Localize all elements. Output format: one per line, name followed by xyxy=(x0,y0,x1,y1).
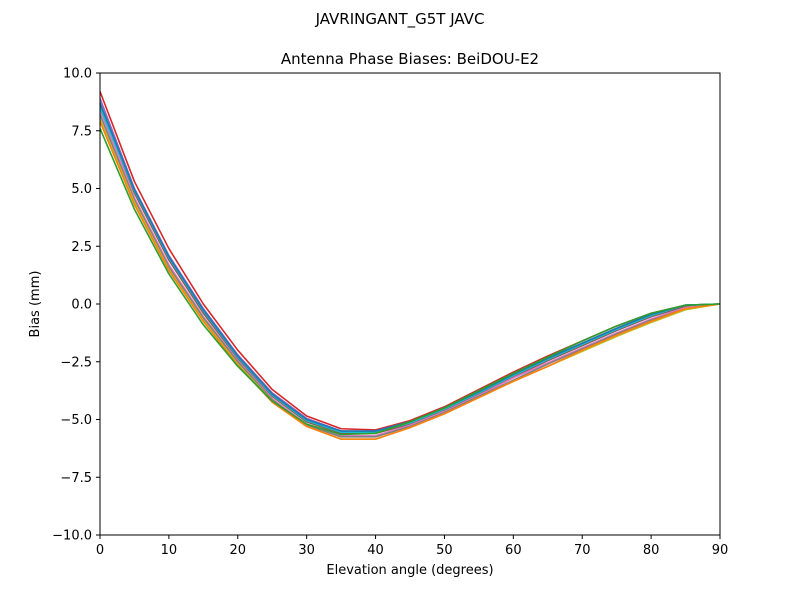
y-tick-label: 0.0 xyxy=(71,298,92,313)
y-axis-label: Bias (mm) xyxy=(28,271,43,338)
series-line-6 xyxy=(99,107,721,434)
y-tick-label: 7.5 xyxy=(71,124,92,139)
y-tick-label: −10.0 xyxy=(52,529,92,544)
chart-suptitle: JAVRINGANT_G5T JAVC xyxy=(315,10,485,29)
series-line-8 xyxy=(99,121,721,440)
series-layer xyxy=(99,91,721,440)
series-line-3 xyxy=(99,109,721,437)
x-axis-label: Elevation angle (degrees) xyxy=(326,563,493,578)
series-line-5 xyxy=(99,118,721,440)
x-tick-label: 0 xyxy=(96,543,104,558)
x-tick-label: 20 xyxy=(230,543,247,558)
y-tick-label: 2.5 xyxy=(71,240,92,255)
series-line-4 xyxy=(99,114,721,438)
y-tick-label: −2.5 xyxy=(60,355,92,370)
series-line-1 xyxy=(99,98,721,432)
chart-title: Antenna Phase Biases: BeiDOU-E2 xyxy=(281,50,539,68)
y-tick-label: 10.0 xyxy=(63,67,92,82)
x-tick-label: 40 xyxy=(367,543,384,558)
axes-layer: 0 10 20 30 40 50 60 70 80 90 −10.0 −7.5 −5.0 −2.5 0.0 2… xyxy=(52,67,728,559)
x-tick-label: 50 xyxy=(436,543,453,558)
x-tick-label: 60 xyxy=(505,543,522,558)
y-tick-label: 5.0 xyxy=(71,182,92,197)
series-line-7 xyxy=(99,102,721,432)
x-tick-label: 80 xyxy=(643,543,660,558)
y-tick-label: −7.5 xyxy=(60,471,92,486)
series-line-9 xyxy=(99,128,721,436)
series-line-0 xyxy=(99,91,721,431)
x-tick-label: 70 xyxy=(574,543,591,558)
x-tick-label: 10 xyxy=(161,543,178,558)
series-line-2 xyxy=(99,105,721,435)
x-tick-label: 30 xyxy=(298,543,315,558)
x-tick-label: 90 xyxy=(712,543,729,558)
y-tick-label: −5.0 xyxy=(60,413,92,428)
